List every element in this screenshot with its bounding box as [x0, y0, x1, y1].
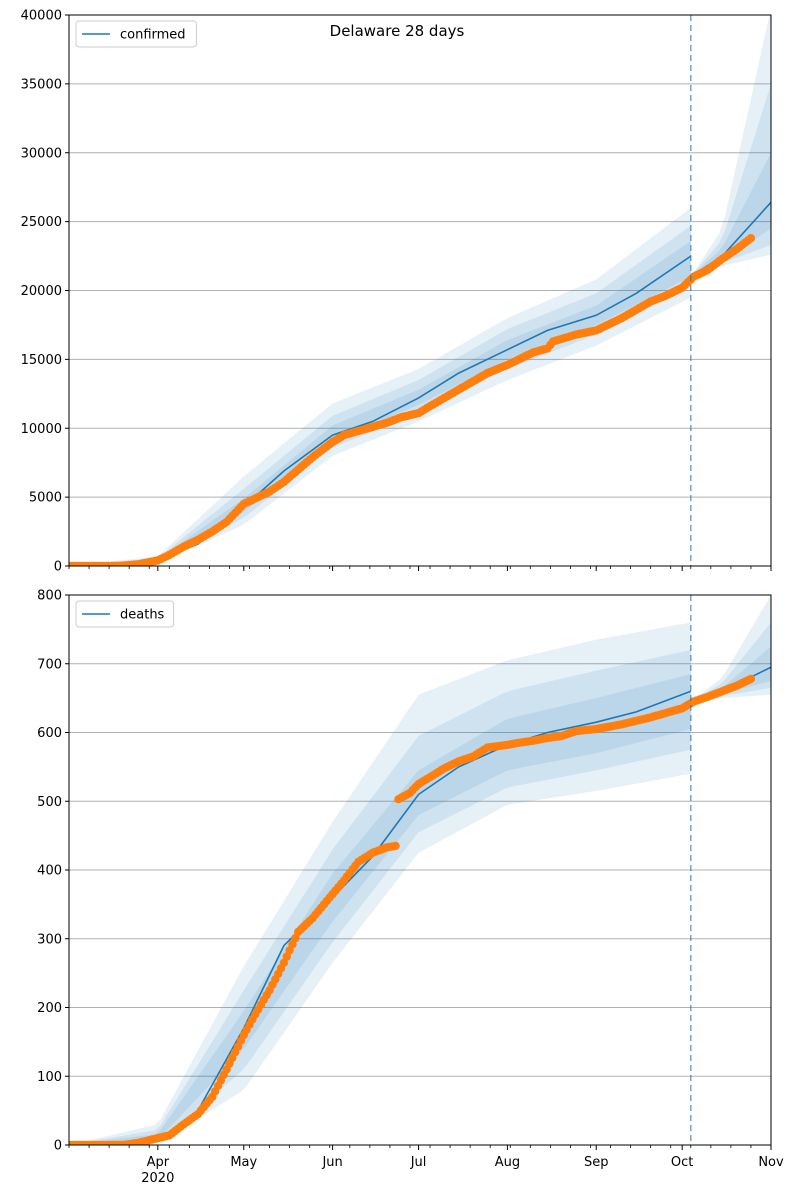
y-tick-label: 25000: [21, 215, 62, 230]
observed-point: [391, 841, 400, 851]
legend-label: deaths: [120, 608, 165, 623]
x-tick-label: Jul: [410, 1155, 427, 1170]
x-tick-sublabel: 2020: [141, 1171, 174, 1186]
observed-point: [746, 234, 756, 243]
y-tick-label: 0: [54, 560, 62, 575]
y-tick-label: 35000: [21, 77, 62, 92]
y-tick-label: 400: [37, 864, 62, 879]
plot-area: [69, 595, 771, 1145]
y-tick-label: 30000: [21, 146, 62, 161]
uncertainty-band: [690, 83, 771, 277]
y-tick-label: 40000: [21, 9, 62, 24]
x-tick-label: May: [230, 1155, 257, 1170]
legend-label: confirmed: [120, 28, 186, 43]
observed-point: [746, 674, 756, 684]
panel-confirmed: 0 5000 10000 15000 20000 25000 30000 35000 40000…: [21, 9, 772, 575]
x-tick-label: Apr: [147, 1155, 170, 1170]
uncertainty-band: [69, 622, 691, 1145]
uncertainty-band: [69, 650, 691, 1145]
panels: 0500010000150002000025000300003500040000…: [21, 9, 784, 1187]
legend-box: [75, 600, 175, 628]
y-tick-label: 10000: [21, 422, 62, 437]
y-tick-label: 800: [37, 589, 62, 604]
y-tick-label: 15000: [21, 353, 62, 368]
x-tick-label: Jun: [321, 1155, 342, 1170]
uncertainty-band: [690, 15, 771, 277]
y-tick-label: 0: [54, 1139, 62, 1154]
observed-points: [69, 674, 756, 1145]
plot-area: [69, 15, 771, 566]
y-tick-label: 20000: [21, 284, 62, 299]
y-tick-label: 600: [37, 726, 62, 741]
x-tick-label: Oct: [671, 1155, 693, 1170]
y-tick-label: 100: [37, 1070, 62, 1085]
uncertainty-band: [69, 207, 691, 566]
legend: deaths: [75, 600, 175, 628]
figure-title: Delaware 28 days: [330, 22, 465, 40]
y-tick-label: 5000: [29, 491, 62, 506]
x-tick-label: Nov: [758, 1155, 784, 1170]
legend: confirmed: [75, 20, 197, 48]
observed-points: [69, 234, 756, 566]
y-tick-label: 700: [37, 657, 62, 672]
legend-box: [75, 20, 197, 48]
y-tick-label: 500: [37, 795, 62, 810]
x-tick-label: Aug: [495, 1155, 520, 1170]
y-tick-label: 300: [37, 932, 62, 947]
x-tick-label: Sep: [584, 1155, 609, 1170]
y-tick-label: 200: [37, 1001, 62, 1016]
